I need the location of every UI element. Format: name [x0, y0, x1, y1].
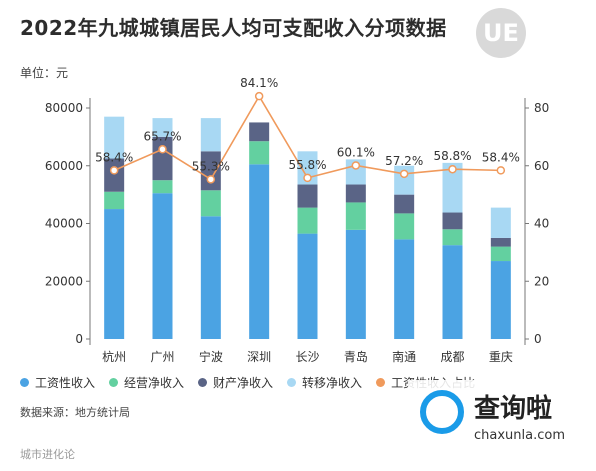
bar-segment [152, 180, 173, 194]
legend-swatch [109, 378, 119, 387]
ue-logo: UE [476, 8, 526, 58]
bar-segment [104, 209, 125, 339]
bar-segment [442, 245, 463, 339]
legend-item: 转移净收入 [287, 374, 362, 391]
watermark-name: 查询啦 [474, 394, 553, 424]
bar-segment [104, 191, 125, 210]
ratio-point [158, 145, 167, 154]
bar-segment [200, 151, 221, 191]
x-tick-label: 南通 [392, 349, 416, 364]
ratio-data-label: 58.4% [95, 150, 133, 164]
chart-title: 2022年九城城镇居民人均可支配收入分项数据 [20, 16, 447, 40]
ratio-point [303, 173, 312, 183]
bar-segment [442, 212, 463, 230]
ratio-data-label: 58.8% [433, 149, 471, 163]
legend-swatch [20, 378, 29, 387]
legend-item: 工资性收入 [20, 374, 95, 391]
y-right-tick-label: 40 [534, 217, 549, 231]
legend-item: 财产净收入 [198, 374, 273, 391]
legend-item: 经营净收入 [109, 374, 184, 391]
ratio-point [399, 169, 409, 179]
ratio-data-label: 60.1% [337, 145, 375, 159]
bar-segment [345, 184, 366, 203]
legend-label: 工资性收入 [35, 376, 96, 390]
bar-segment [297, 184, 318, 208]
y-right-tick-label: 20 [534, 274, 549, 288]
bar-segment [394, 239, 415, 339]
bar-segment [297, 233, 318, 339]
ratio-data-label: 58.4% [482, 150, 520, 164]
ratio-point [254, 91, 264, 101]
footer-brand: 城市进化论 [20, 448, 75, 461]
legend-label: 转移净收入 [302, 376, 363, 390]
bar-segment [490, 237, 511, 247]
data-source: 数据来源：地方统计局 [20, 406, 130, 419]
bar-segment [200, 216, 221, 339]
bar-segment [345, 229, 366, 339]
bar-segment [200, 190, 221, 217]
y-left-tick-label: 60000 [45, 159, 83, 173]
bar-segment [249, 122, 270, 142]
x-tick-label: 宁波 [199, 349, 223, 364]
x-tick-label: 重庆 [489, 350, 513, 364]
legend-label: 经营净收入 [124, 376, 185, 390]
watermark-brand: 查询啦 chaxunla.com [408, 380, 588, 464]
x-tick-label: 广州 [150, 350, 174, 364]
bar-segment [249, 164, 270, 339]
bar-segment [490, 261, 511, 339]
x-tick-label: 青岛 [344, 349, 368, 364]
ratio-data-label: 65.7% [143, 129, 181, 143]
bar-segment [394, 213, 415, 240]
ratio-point [496, 166, 506, 175]
watermark-url: chaxunla.com [474, 428, 565, 443]
bar-segment [249, 141, 270, 165]
bar-segment [200, 118, 221, 152]
ratio-point [206, 175, 216, 184]
bar-segment [104, 116, 125, 159]
unit-label: 单位：元 [20, 66, 69, 80]
x-tick-label: 杭州 [102, 349, 126, 364]
ratio-point [109, 166, 119, 175]
bar-segment [297, 207, 318, 234]
bar-segment [152, 136, 173, 181]
x-tick-label: 深圳 [247, 350, 271, 364]
y-right-tick-label: 80 [534, 101, 549, 115]
ratio-data-label: 57.2% [385, 154, 423, 168]
magnifier-icon [420, 390, 464, 434]
y-left-tick-label: 20000 [45, 274, 83, 288]
legend-swatch [198, 378, 208, 387]
y-right-tick-label: 60 [534, 159, 549, 173]
y-left-tick-label: 40000 [45, 217, 83, 231]
legend-label: 财产净收入 [213, 376, 274, 390]
bar-segment [345, 202, 366, 230]
bar-segment [490, 207, 511, 238]
y-left-tick-label: 80000 [45, 101, 83, 115]
legend-swatch [287, 378, 297, 387]
bar-segment [442, 229, 463, 246]
legend-swatch [376, 378, 386, 387]
y-left-tick-label: 0 [75, 332, 83, 346]
ratio-data-label: 55.3% [192, 159, 230, 173]
x-tick-label: 长沙 [295, 350, 319, 364]
y-right-tick-label: 0 [534, 332, 542, 346]
x-tick-label: 成都 [440, 350, 464, 364]
ratio-point [448, 164, 457, 174]
bar-segment [442, 162, 463, 213]
bar-segment [490, 246, 511, 262]
ratio-point [351, 161, 361, 170]
ratio-data-label: 84.1% [240, 76, 278, 90]
bar-segment [152, 118, 173, 137]
bar-segment [394, 194, 415, 214]
bar-segment [104, 158, 125, 192]
bar-segment [152, 193, 173, 339]
ratio-data-label: 55.8% [288, 158, 326, 172]
